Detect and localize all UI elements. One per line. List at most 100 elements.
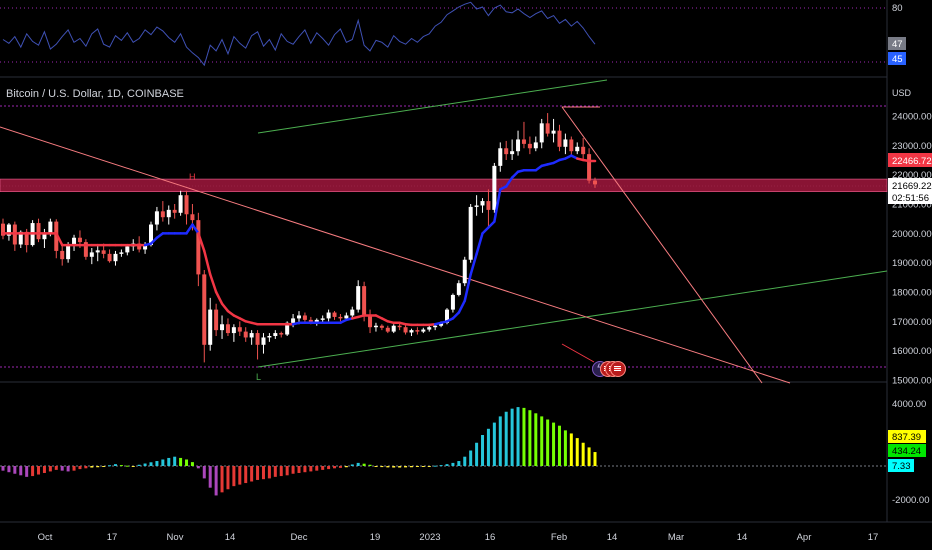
candle-body[interactable] xyxy=(160,211,165,218)
symbol-title[interactable]: Bitcoin / U.S. Dollar, 1D, COINBASE xyxy=(6,88,184,100)
candle-body[interactable] xyxy=(225,324,230,334)
candle-body[interactable] xyxy=(172,209,177,213)
candle-body[interactable] xyxy=(196,220,201,275)
candle-body[interactable] xyxy=(273,333,278,336)
candle-body[interactable] xyxy=(107,253,112,262)
candle-body[interactable] xyxy=(89,252,94,257)
candle-body[interactable] xyxy=(587,154,592,181)
candle-body[interactable] xyxy=(456,283,461,295)
candle-body[interactable] xyxy=(498,148,503,166)
us-flag-event-icon[interactable] xyxy=(610,361,626,377)
candle-body[interactable] xyxy=(255,333,260,345)
candle-body[interactable] xyxy=(291,318,296,323)
candle-body[interactable] xyxy=(243,331,248,338)
candle-body[interactable] xyxy=(202,274,207,345)
candle-body[interactable] xyxy=(533,142,538,149)
short-ray-line[interactable] xyxy=(561,343,595,363)
candle-body[interactable] xyxy=(149,224,153,246)
candle-body[interactable] xyxy=(190,214,195,221)
candle-body[interactable] xyxy=(409,330,414,333)
candle-body[interactable] xyxy=(113,253,118,262)
candle-body[interactable] xyxy=(593,180,597,185)
downtrend-line[interactable] xyxy=(0,126,791,384)
candle-body[interactable] xyxy=(468,206,473,260)
candle-body[interactable] xyxy=(539,123,544,143)
candle-body[interactable] xyxy=(48,221,53,234)
candle-body[interactable] xyxy=(504,148,509,155)
candle-body[interactable] xyxy=(474,205,479,207)
candle-body[interactable] xyxy=(450,294,455,310)
time-axis[interactable]: Oct 17 Nov 14 Dec 19 2023 16 Feb 14 Mar 14 Apr 17 xyxy=(38,532,879,543)
candle-body[interactable] xyxy=(569,139,574,152)
candle-body[interactable] xyxy=(433,325,438,328)
candle-body[interactable] xyxy=(379,325,384,328)
upper-channel-line[interactable] xyxy=(257,79,608,134)
candle-body[interactable] xyxy=(237,327,242,332)
candle-body[interactable] xyxy=(415,330,420,332)
candle-body[interactable] xyxy=(338,316,343,319)
candle-body[interactable] xyxy=(397,325,402,328)
candle-body[interactable] xyxy=(439,322,444,326)
candle-body[interactable] xyxy=(563,139,568,147)
candle-body[interactable] xyxy=(1,223,5,236)
candle-body[interactable] xyxy=(36,223,41,240)
candle-body[interactable] xyxy=(486,201,491,210)
candle-body[interactable] xyxy=(184,195,189,215)
candle-body[interactable] xyxy=(154,211,159,225)
candle-body[interactable] xyxy=(66,245,71,260)
candle-body[interactable] xyxy=(6,224,11,236)
candle-body[interactable] xyxy=(545,123,550,134)
candle-body[interactable] xyxy=(302,315,307,320)
candle-body[interactable] xyxy=(320,318,325,320)
candle-body[interactable] xyxy=(557,130,562,147)
candle-body[interactable] xyxy=(332,312,337,317)
candle-body[interactable] xyxy=(166,209,171,218)
candle-body[interactable] xyxy=(125,246,130,253)
candle-body[interactable] xyxy=(373,325,378,328)
candle-body[interactable] xyxy=(285,322,290,335)
candle-body[interactable] xyxy=(249,333,254,338)
candle-body[interactable] xyxy=(368,315,373,328)
candle-body[interactable] xyxy=(356,286,361,310)
candle-body[interactable] xyxy=(83,242,88,257)
candle-body[interactable] xyxy=(527,143,532,149)
candle-body[interactable] xyxy=(581,146,586,155)
candle-body[interactable] xyxy=(77,237,82,243)
candle-body[interactable] xyxy=(137,243,142,250)
candle-body[interactable] xyxy=(267,336,272,338)
candle-body[interactable] xyxy=(231,327,236,334)
candle-body[interactable] xyxy=(279,333,284,335)
candle-body[interactable] xyxy=(24,231,29,246)
candle-body[interactable] xyxy=(54,221,59,251)
lower-channel-line[interactable] xyxy=(257,270,888,368)
candle-body[interactable] xyxy=(208,309,213,345)
candle-body[interactable] xyxy=(480,201,485,206)
candle-body[interactable] xyxy=(385,327,390,332)
candle-body[interactable] xyxy=(350,309,355,316)
candle-body[interactable] xyxy=(521,139,526,144)
candle-body[interactable] xyxy=(421,329,426,332)
candle-body[interactable] xyxy=(308,319,313,322)
candle-body[interactable] xyxy=(445,309,449,323)
candle-body[interactable] xyxy=(261,337,266,345)
price-axis[interactable]: 24000.00 23000.00 22000.00 21000.00 20000.00… xyxy=(892,112,932,387)
candle-body[interactable] xyxy=(72,237,77,246)
candle-body[interactable] xyxy=(427,327,432,330)
projection-line[interactable] xyxy=(561,106,763,384)
candle-body[interactable] xyxy=(516,139,521,152)
candle-body[interactable] xyxy=(462,259,467,284)
candle-body[interactable] xyxy=(42,233,47,240)
candle-body[interactable] xyxy=(18,231,23,245)
candle-body[interactable] xyxy=(551,130,556,134)
candle-body[interactable] xyxy=(492,165,497,210)
candle-body[interactable] xyxy=(214,309,219,331)
candle-body[interactable] xyxy=(143,245,148,250)
candle-body[interactable] xyxy=(344,315,349,319)
candle-body[interactable] xyxy=(297,315,301,319)
candle-body[interactable] xyxy=(326,312,331,319)
candle-body[interactable] xyxy=(575,146,580,152)
candle-body[interactable] xyxy=(95,250,100,253)
candle-body[interactable] xyxy=(403,327,408,333)
candle-body[interactable] xyxy=(119,252,124,254)
